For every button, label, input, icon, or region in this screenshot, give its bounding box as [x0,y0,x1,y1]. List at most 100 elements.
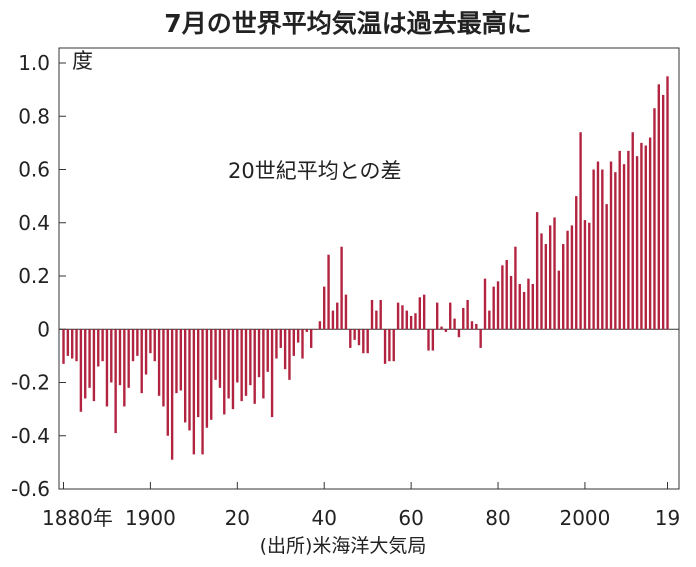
x-tick-label: 60 [398,506,423,530]
y-tick-label: -0.6 [11,477,50,501]
bar-1880 [62,329,65,364]
bar-1956 [392,329,395,362]
x-axis-ticks: 1880年 1900 20 40 60 80 2000 19 [42,482,680,530]
bar-1982 [505,260,508,330]
bar-1913 [205,329,209,428]
y-axis-ticks: 1.0 0.8 0.6 0.4 0.2 0 -0.2 -0.4 -0.6 [11,51,66,501]
plot-frame [58,47,680,490]
bar-1885 [84,329,87,399]
bar-1969 [449,302,452,330]
bar-2009 [622,164,626,330]
bar-1984 [514,246,517,330]
bar-1972 [462,307,465,330]
bar-2003 [596,161,600,330]
bar-1988 [531,283,534,330]
bar-1902 [157,329,161,396]
bar-1965 [431,329,435,351]
bar-1937 [309,329,313,348]
bar-1936 [305,329,309,332]
bar-1911 [197,329,200,418]
bar-1946 [349,329,352,348]
y-tick-label: -0.2 [11,371,50,395]
bar-1922 [244,329,248,396]
bar-1939 [318,321,322,330]
bar-1930 [279,329,282,348]
bar-1992 [548,225,552,330]
bar-1924 [253,329,256,404]
bar-1985 [518,283,521,330]
bar-2001 [588,222,591,330]
bar-1998 [575,196,578,330]
bar-2015 [648,137,652,330]
bar-1882 [71,329,74,359]
bar-1901 [153,329,156,362]
bar-1888 [97,329,100,367]
bar-2016 [653,108,656,330]
bar-1944 [340,246,343,330]
bar-1910 [192,329,196,455]
bar-1970 [453,318,456,330]
bar-1900 [149,329,152,354]
bar-1886 [88,329,91,388]
bar-1949 [362,329,365,354]
y-tick-label: 0.6 [18,158,50,182]
bar-1921 [240,329,243,402]
bar-1977 [483,278,487,330]
bar-1968 [444,329,448,332]
bar-1929 [275,329,278,359]
bar-1916 [218,329,222,388]
bar-1932 [288,329,291,380]
bar-1950 [366,329,369,354]
bar-1920 [236,329,239,383]
bar-2008 [618,150,621,330]
source-note: (出所)米海洋大気局 [260,535,427,557]
bar-1918 [227,329,230,399]
bar-1933 [292,329,295,356]
bar-1890 [105,329,109,407]
bar-1996 [566,230,569,330]
bar-1976 [479,329,482,348]
x-tick-label: 1900 [125,506,176,530]
bar-2002 [592,169,595,330]
bar-1904 [166,329,169,436]
bar-1926 [262,329,265,399]
bar-1906 [175,329,178,394]
bar-2017 [657,84,660,330]
bar-1952 [375,310,378,330]
bar-1974 [470,321,474,330]
chart-subtitle: 20世紀平均との差 [228,159,402,183]
bar-1917 [223,329,226,415]
bar-1903 [162,329,165,407]
x-tick-label: 1880年 [42,506,113,530]
bar-1959 [405,310,408,330]
bar-1964 [427,329,430,351]
bar-1893 [118,329,122,386]
bar-1991 [544,244,548,330]
bar-1898 [140,329,143,394]
bar-1999 [579,132,582,330]
bar-2004 [601,169,604,330]
bar-1947 [353,329,356,340]
x-tick-label: 20 [225,506,250,530]
bar-1967 [440,326,443,330]
x-tick-label: 80 [485,506,510,530]
bar-1881 [66,329,70,356]
bar-1963 [422,294,426,330]
bar-1953 [379,299,382,330]
bar-1919 [231,329,235,410]
bar-1894 [123,329,126,407]
bar-1892 [114,329,117,434]
bar-1912 [201,329,204,455]
bar-2006 [609,161,613,330]
bar-1954 [383,329,387,364]
bar-2000 [583,220,587,330]
bar-1914 [210,329,213,420]
bar-1966 [436,302,439,330]
bar-1897 [136,329,139,356]
x-tick-label: 40 [311,506,336,530]
bar-1997 [570,225,574,330]
bar-1955 [388,329,391,362]
bar-1995 [562,244,565,330]
